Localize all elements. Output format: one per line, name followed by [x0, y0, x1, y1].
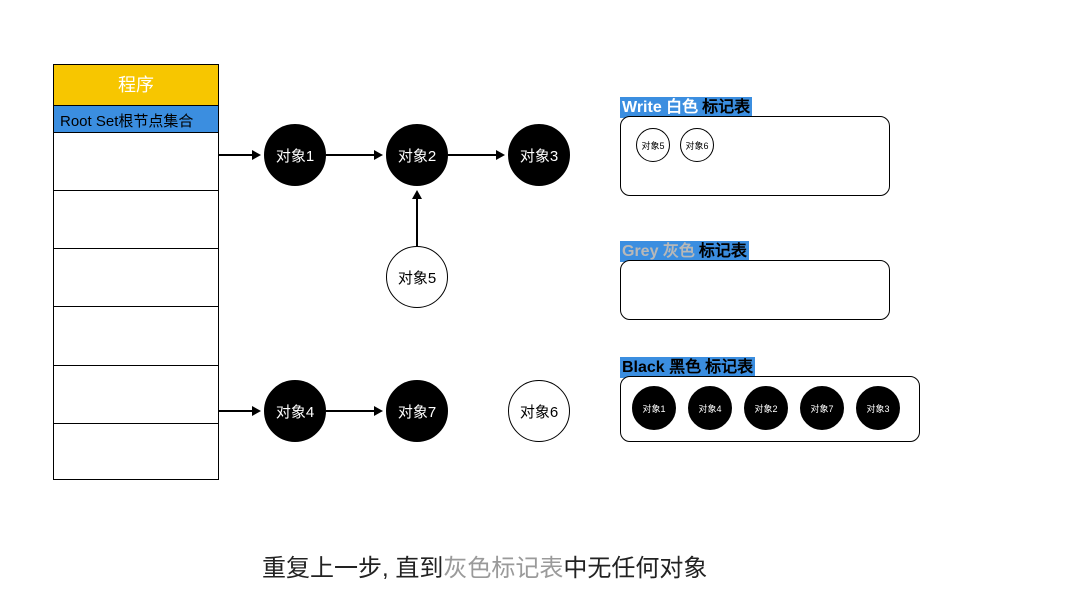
root-header-label: 程序 [118, 75, 154, 95]
arrow [416, 198, 418, 246]
object-node: 对象7 [386, 380, 448, 442]
arrow-head-icon [252, 150, 261, 160]
root-subheader-label: Root Set根节点集合 [60, 113, 193, 130]
title-segment: Black 黑色 [620, 357, 703, 378]
root-rows-container [54, 132, 218, 481]
object-node-label: 对象5 [398, 267, 436, 288]
object-node-label: 对象3 [520, 145, 558, 166]
caption-segment: 重复上一步, 直到 [262, 555, 443, 582]
object-node: 对象2 [386, 124, 448, 186]
object-node-label: 对象4 [698, 402, 721, 415]
object-node: 对象3 [508, 124, 570, 186]
root-row [54, 248, 218, 306]
grey-panel [620, 260, 890, 320]
root-subheader: Root Set根节点集合 [54, 105, 218, 132]
object-node-label: 对象7 [398, 401, 436, 422]
arrow-head-icon [252, 406, 261, 416]
arrow-head-icon [374, 406, 383, 416]
title-segment: Write 白色 [620, 97, 700, 118]
object-node: 对象5 [636, 128, 670, 162]
object-node-label: 对象2 [398, 145, 436, 166]
arrow [448, 154, 496, 156]
object-node-label: 对象6 [685, 139, 708, 152]
root-row [54, 423, 218, 481]
object-node-label: 对象3 [866, 402, 889, 415]
object-node-label: 对象4 [276, 401, 314, 422]
object-node: 对象7 [800, 386, 844, 430]
object-node-label: 对象7 [810, 402, 833, 415]
object-node-label: 对象1 [642, 402, 665, 415]
title-segment: 标记表 [697, 241, 749, 262]
black-panel-title: Black 黑色标记表 [620, 353, 755, 377]
caption-text: 重复上一步, 直到灰色标记表中无任何对象 [262, 548, 707, 583]
object-node: 对象6 [508, 380, 570, 442]
title-segment: 标记表 [703, 357, 755, 378]
title-segment: 标记表 [700, 97, 752, 118]
root-header: 程序 [54, 65, 218, 105]
object-node: 对象1 [632, 386, 676, 430]
object-node: 对象5 [386, 246, 448, 308]
caption-segment: 灰色标记表 [443, 555, 563, 582]
object-node: 对象1 [264, 124, 326, 186]
object-node: 对象2 [744, 386, 788, 430]
object-node-label: 对象2 [754, 402, 777, 415]
arrow [326, 154, 374, 156]
object-node-label: 对象1 [276, 145, 314, 166]
arrow-head-icon [412, 190, 422, 199]
object-node-label: 对象5 [641, 139, 664, 152]
object-node: 对象6 [680, 128, 714, 162]
arrow [219, 154, 252, 156]
white-panel-title: Write 白色标记表 [620, 93, 752, 117]
object-node: 对象3 [856, 386, 900, 430]
root-set-table: 程序 Root Set根节点集合 [53, 64, 219, 480]
object-node: 对象4 [688, 386, 732, 430]
object-node: 对象4 [264, 380, 326, 442]
title-segment: Grey 灰色 [620, 241, 697, 262]
arrow-head-icon [374, 150, 383, 160]
arrow [219, 410, 252, 412]
arrow [326, 410, 374, 412]
root-row [54, 132, 218, 190]
root-row [54, 306, 218, 364]
arrow-head-icon [496, 150, 505, 160]
caption-segment: 中无任何对象 [563, 555, 707, 582]
root-row [54, 190, 218, 248]
grey-panel-title: Grey 灰色标记表 [620, 237, 749, 261]
object-node-label: 对象6 [520, 401, 558, 422]
root-row [54, 365, 218, 423]
